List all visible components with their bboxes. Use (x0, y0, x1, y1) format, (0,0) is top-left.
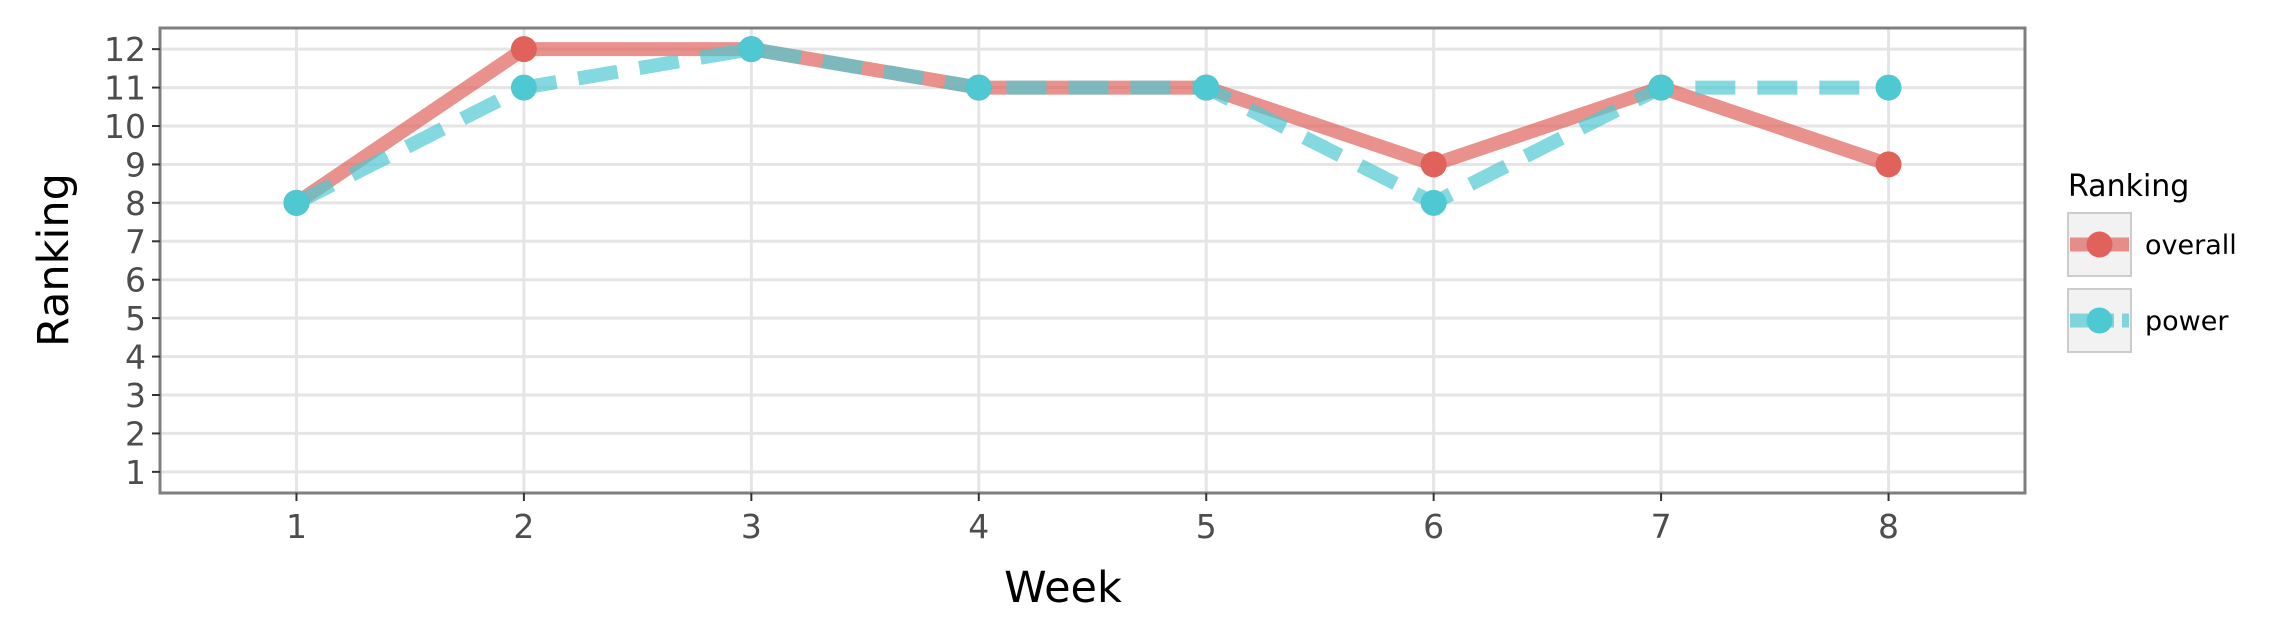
legend-label-overall: overall (2145, 230, 2237, 261)
y-tick-label: 7 (125, 222, 146, 261)
x-tick-label: 1 (286, 507, 307, 546)
plot-border (158, 26, 2027, 495)
data-point-power (1193, 74, 1220, 101)
series-layer (283, 36, 1902, 216)
y-axis-title: Ranking (29, 173, 79, 347)
x-tick-label: 2 (513, 507, 534, 546)
x-tick-label: 3 (741, 507, 762, 546)
y-tick-label: 6 (125, 261, 146, 300)
x-tick-label: 7 (1651, 507, 1672, 546)
data-point-overall (510, 36, 537, 63)
legend-key-point (2086, 307, 2113, 334)
y-tick-label: 5 (125, 299, 146, 338)
data-point-power (1875, 74, 1902, 101)
y-tick-label: 11 (104, 69, 146, 108)
x-tick-label: 5 (1196, 507, 1217, 546)
x-axis-title: Week (1004, 563, 1122, 613)
legend-label-power: power (2145, 306, 2229, 337)
series-line-power (293, 42, 1889, 210)
legend-key-point (2086, 231, 2113, 258)
y-tick-label: 1 (125, 453, 146, 492)
data-point-power (283, 189, 310, 216)
y-tick-label: 12 (104, 30, 146, 69)
data-point-power (738, 36, 765, 63)
x-tick-label: 4 (968, 507, 989, 546)
data-point-power (510, 74, 537, 101)
data-point-power (1420, 189, 1447, 216)
data-point-power (965, 74, 992, 101)
data-point-overall (1420, 151, 1447, 178)
y-tick-label: 3 (125, 376, 146, 415)
data-point-overall (1875, 151, 1902, 178)
x-tick-label: 8 (1878, 507, 1899, 546)
legend: Ranking overall power (2067, 169, 2237, 353)
y-tick-label: 10 (104, 107, 146, 146)
y-tick-label: 8 (125, 184, 146, 223)
y-tick-label: 2 (125, 414, 146, 453)
legend-title: Ranking (2068, 169, 2189, 204)
y-tick-label: 4 (125, 338, 146, 377)
y-tick-label: 9 (125, 145, 146, 184)
x-tick-label: 6 (1423, 507, 1444, 546)
data-point-power (1648, 74, 1675, 101)
